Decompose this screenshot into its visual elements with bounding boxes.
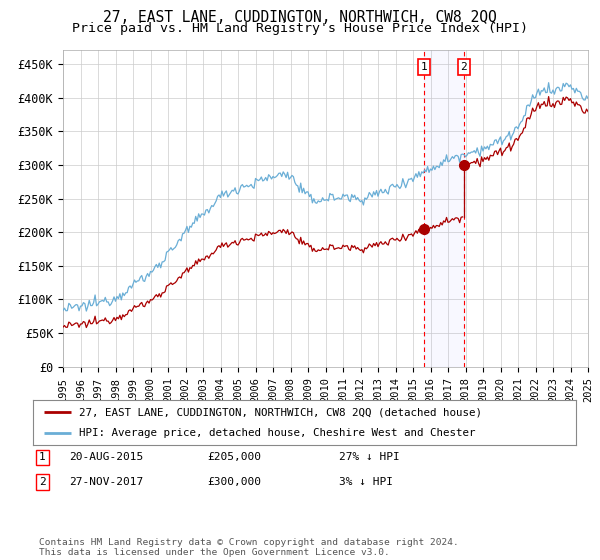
Text: 20-AUG-2015: 20-AUG-2015 (69, 452, 143, 463)
Text: £205,000: £205,000 (207, 452, 261, 463)
Text: 1: 1 (421, 62, 428, 72)
Text: 27-NOV-2017: 27-NOV-2017 (69, 477, 143, 487)
Text: 3% ↓ HPI: 3% ↓ HPI (339, 477, 393, 487)
Text: 2: 2 (460, 62, 467, 72)
Text: 2: 2 (39, 477, 46, 487)
Text: Contains HM Land Registry data © Crown copyright and database right 2024.
This d: Contains HM Land Registry data © Crown c… (39, 538, 459, 557)
Text: £300,000: £300,000 (207, 477, 261, 487)
Text: 27% ↓ HPI: 27% ↓ HPI (339, 452, 400, 463)
Text: 27, EAST LANE, CUDDINGTON, NORTHWICH, CW8 2QQ (detached house): 27, EAST LANE, CUDDINGTON, NORTHWICH, CW… (79, 408, 482, 418)
Text: Price paid vs. HM Land Registry's House Price Index (HPI): Price paid vs. HM Land Registry's House … (72, 22, 528, 35)
Bar (424, 50, 464, 367)
Text: 27, EAST LANE, CUDDINGTON, NORTHWICH, CW8 2QQ: 27, EAST LANE, CUDDINGTON, NORTHWICH, CW… (103, 10, 497, 25)
Text: 1: 1 (39, 452, 46, 463)
Text: HPI: Average price, detached house, Cheshire West and Chester: HPI: Average price, detached house, Ches… (79, 428, 476, 438)
